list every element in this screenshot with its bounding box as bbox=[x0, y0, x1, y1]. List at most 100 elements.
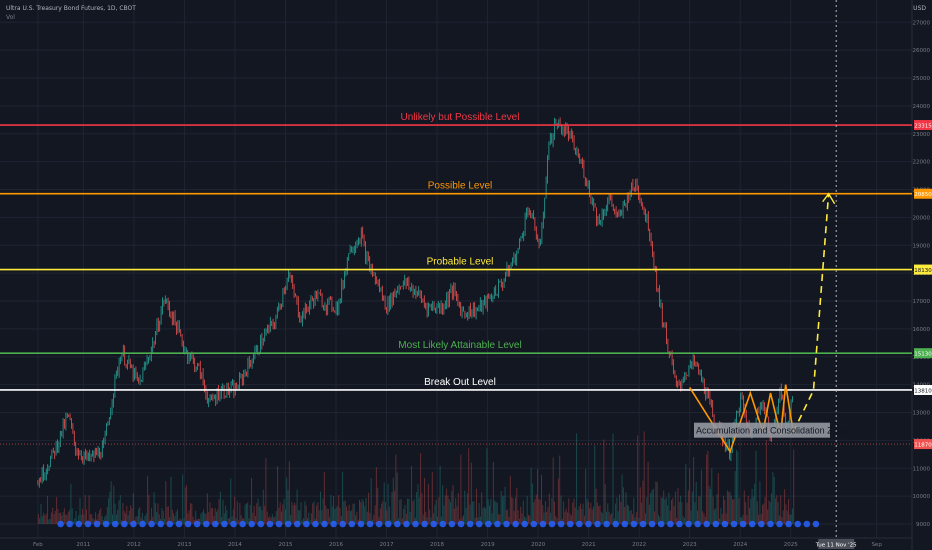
volume-bar bbox=[511, 497, 513, 524]
volume-bar bbox=[126, 505, 128, 524]
volume-bar bbox=[453, 508, 455, 524]
volume-bar bbox=[119, 495, 121, 524]
volume-bar bbox=[394, 490, 396, 524]
volume-bar bbox=[462, 515, 464, 524]
volume-bar bbox=[436, 516, 438, 524]
event-icon bbox=[457, 520, 465, 528]
volume-bar bbox=[500, 491, 502, 524]
event-icon bbox=[576, 520, 583, 528]
volume-bar bbox=[319, 491, 321, 524]
volume-bar bbox=[492, 461, 494, 524]
volume-bar bbox=[152, 516, 154, 524]
volume-bar bbox=[548, 493, 550, 524]
y-tick-label: 19000 bbox=[913, 243, 931, 249]
event-icon bbox=[75, 520, 83, 528]
volume-bar bbox=[706, 454, 708, 524]
volume-bar bbox=[156, 511, 158, 524]
event-icon bbox=[348, 520, 356, 528]
volume-bar bbox=[591, 509, 593, 524]
event-icon bbox=[512, 520, 519, 528]
volume-bar bbox=[464, 490, 466, 524]
volume-bar bbox=[501, 496, 503, 524]
event-icon bbox=[84, 520, 92, 528]
volume-bar bbox=[413, 499, 415, 524]
volume-bar bbox=[637, 435, 639, 524]
level-price-tag bbox=[914, 348, 932, 359]
volume-bar bbox=[154, 503, 156, 524]
level-label: Unlikely but Possible Level bbox=[401, 112, 520, 123]
volume-bar bbox=[683, 517, 685, 524]
consolidation-zigzag bbox=[689, 384, 795, 454]
volume-bar bbox=[483, 506, 485, 524]
x-tick-label: 2023 bbox=[683, 542, 697, 548]
volume-bar bbox=[212, 507, 214, 524]
volume-bar bbox=[275, 511, 277, 524]
volume-bar bbox=[457, 493, 459, 524]
currency-label: USD bbox=[913, 5, 926, 12]
volume-bar bbox=[106, 507, 108, 524]
volume-bar bbox=[724, 499, 726, 524]
event-icon bbox=[739, 520, 747, 528]
volume-bar bbox=[251, 477, 253, 524]
volume-bar bbox=[78, 515, 80, 524]
volume-bar bbox=[322, 498, 324, 524]
volume-bar bbox=[209, 502, 211, 524]
volume-bar bbox=[342, 471, 344, 524]
volume-bar bbox=[538, 498, 540, 524]
volume-bar bbox=[416, 491, 418, 524]
volume-bar bbox=[522, 500, 524, 524]
volume-bar bbox=[690, 510, 692, 524]
volume-bar bbox=[63, 508, 65, 524]
volume-bar bbox=[720, 507, 722, 524]
x-tick-label: 2017 bbox=[380, 542, 394, 548]
event-icon bbox=[239, 520, 246, 528]
volume-bar bbox=[53, 514, 55, 524]
x-tick-label: 2014 bbox=[228, 542, 242, 548]
volume-bar bbox=[689, 468, 691, 524]
annotation-box bbox=[694, 422, 830, 438]
volume-bar bbox=[223, 513, 225, 524]
volume-bar bbox=[343, 501, 345, 524]
volume-bar bbox=[247, 502, 249, 524]
volume-bar bbox=[145, 513, 147, 524]
event-icon bbox=[703, 520, 711, 528]
event-icon bbox=[166, 520, 174, 528]
event-icon bbox=[803, 520, 811, 528]
volume-bar bbox=[615, 503, 617, 524]
volume-bar bbox=[715, 508, 717, 524]
volume-bar bbox=[332, 496, 334, 524]
volume-bar bbox=[641, 502, 643, 524]
event-icon bbox=[448, 520, 456, 528]
volume-bar bbox=[643, 431, 645, 524]
volume-bar bbox=[746, 515, 748, 524]
volume-bar bbox=[572, 502, 574, 524]
volume-bar bbox=[137, 509, 139, 524]
volume-bar bbox=[602, 513, 604, 524]
volume-bar bbox=[769, 502, 771, 524]
event-icon bbox=[312, 520, 319, 528]
volume-bar bbox=[504, 486, 506, 524]
volume-bar bbox=[682, 516, 684, 524]
event-icon bbox=[767, 520, 774, 528]
volume-bar bbox=[266, 511, 268, 524]
volume-bar bbox=[189, 503, 191, 524]
volume-bar bbox=[442, 485, 444, 524]
volume-bar bbox=[704, 516, 706, 524]
event-icon bbox=[521, 520, 529, 528]
volume-bar bbox=[291, 501, 293, 524]
volume-bar bbox=[685, 464, 687, 524]
volume-bar bbox=[564, 511, 566, 524]
volume-bar bbox=[659, 516, 661, 524]
volume-bar bbox=[234, 496, 236, 524]
volume-bar bbox=[45, 513, 47, 524]
volume-bar bbox=[472, 501, 474, 524]
event-icon bbox=[339, 520, 347, 528]
volume-bar bbox=[631, 514, 633, 524]
volume-bar bbox=[791, 508, 793, 524]
volume-bar bbox=[183, 518, 185, 524]
volume-bar bbox=[54, 510, 56, 524]
volume-bar bbox=[634, 517, 636, 524]
volume-bar bbox=[647, 461, 649, 524]
event-icon bbox=[812, 520, 820, 528]
